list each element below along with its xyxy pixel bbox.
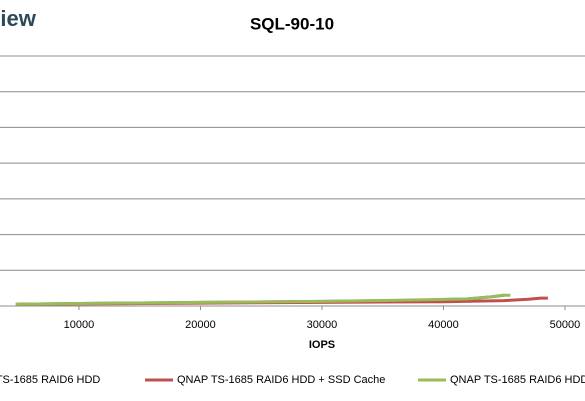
x-tick-label: 50000: [550, 319, 581, 331]
x-tick-label: 40000: [428, 319, 459, 331]
x-tick-label: 10000: [64, 319, 95, 331]
legend-label: QNAP TS-1685 RAID6 HDD + SSD Cache: [177, 374, 385, 386]
x-axis-label: IOPS: [309, 339, 335, 351]
series-line: [15, 293, 511, 306]
chart-title: SQL-90-10: [250, 14, 334, 33]
x-tick-label: 20000: [185, 319, 216, 331]
x-tick-label: 30000: [307, 319, 338, 331]
legend-label: QNAP TS-1685 RAID6 HDD: [0, 374, 100, 386]
watermark: Review: [0, 6, 37, 31]
legend-label: QNAP TS-1685 RAID6 HDD: [450, 374, 585, 386]
